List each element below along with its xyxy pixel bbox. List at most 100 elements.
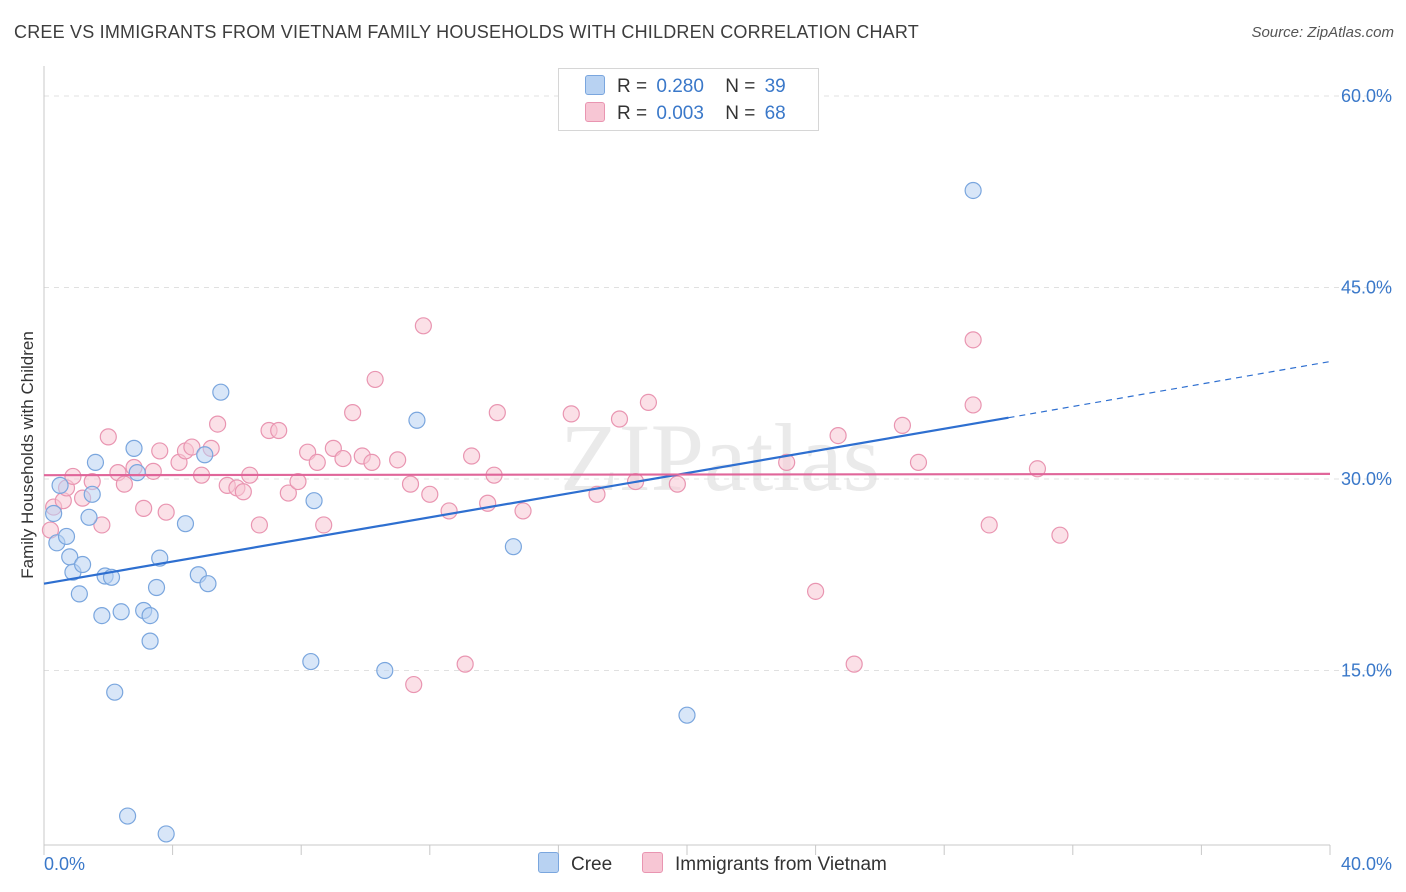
- vietnam-point: [778, 453, 796, 472]
- vietnam-point: [668, 475, 686, 493]
- x-tick-label: 40.0%: [1341, 854, 1392, 874]
- bottom-legend-cree: Cree: [538, 852, 612, 876]
- cree-point: [57, 527, 76, 546]
- legend-row-vietnam: R = 0.003 N = 68: [585, 102, 786, 125]
- vietnam-point: [64, 467, 82, 486]
- vietnam-point: [909, 453, 928, 472]
- trend-lines: [43, 360, 1331, 585]
- vietnam-point: [562, 405, 580, 423]
- vietnam-point: [610, 410, 629, 428]
- vietnam-point: [315, 516, 333, 534]
- cree-trend-extension: [1008, 360, 1331, 419]
- vietnam-point: [389, 451, 407, 469]
- vietnam-point: [893, 416, 912, 434]
- vietnam-point: [456, 655, 474, 673]
- legend-label-vietnam: Immigrants from Vietnam: [675, 854, 887, 875]
- y-tick-label: 45.0%: [1341, 278, 1392, 298]
- vietnam-point: [414, 317, 432, 335]
- cree-point: [376, 661, 394, 680]
- cree-point: [305, 492, 323, 510]
- vietnam-point: [115, 475, 133, 493]
- cree-point: [678, 706, 696, 724]
- vietnam-point: [366, 370, 384, 389]
- y-tick-label: 30.0%: [1341, 469, 1392, 489]
- cree-swatch: [585, 75, 605, 95]
- n-label: N =: [725, 76, 756, 97]
- cree-point: [157, 825, 175, 843]
- vietnam-point: [462, 447, 481, 465]
- cree-point: [176, 515, 195, 533]
- cree-point: [73, 555, 92, 574]
- vietnam-point: [363, 453, 381, 472]
- points: [41, 181, 1069, 843]
- vietnam-point: [401, 475, 420, 493]
- cree-point: [128, 464, 146, 482]
- vietnam-point: [93, 516, 111, 534]
- r-value-vietnam: 0.003: [656, 103, 704, 124]
- vietnam-point: [405, 675, 423, 694]
- y-axis-label: Family Households with Children: [18, 331, 37, 579]
- cree-point: [86, 453, 105, 472]
- cree-point: [504, 538, 522, 556]
- cree-point: [141, 632, 159, 650]
- n-value-cree: 39: [764, 76, 786, 97]
- watermark: ZIPatlas: [560, 404, 880, 511]
- source-label: Source: ZipAtlas.com: [1251, 24, 1394, 41]
- vietnam-point: [270, 421, 288, 440]
- cree-point: [45, 504, 63, 523]
- cree-point: [147, 578, 166, 597]
- cree-point: [141, 607, 159, 625]
- r-value-cree: 0.280: [656, 76, 704, 97]
- vietnam-point: [250, 516, 269, 534]
- vietnam-point: [209, 415, 227, 433]
- vietnam-swatch: [585, 102, 605, 122]
- n-value-vietnam: 68: [764, 103, 786, 124]
- vietnam-point: [514, 502, 532, 520]
- vietnam-point: [488, 404, 506, 422]
- cree-point: [70, 585, 88, 603]
- r-label: R =: [617, 103, 648, 124]
- vietnam-point: [334, 449, 352, 468]
- cree-point: [408, 411, 426, 429]
- vietnam-point: [964, 331, 982, 349]
- cree-point: [83, 485, 101, 503]
- vietnam-point: [440, 502, 458, 520]
- vietnam-point: [421, 485, 439, 503]
- stats-legend: R = 0.280 N = 39 R = 0.003 N = 68: [558, 68, 819, 131]
- cree-point: [302, 652, 320, 671]
- vietnam-point: [289, 472, 307, 491]
- vietnam-point: [135, 499, 153, 517]
- vietnam-point: [144, 462, 162, 480]
- legend-row-cree: R = 0.280 N = 39: [585, 75, 786, 98]
- legend-label-cree: Cree: [571, 854, 613, 875]
- tick-labels: 15.0% 30.0% 45.0% 60.0% 0.0% 40.0%: [44, 86, 1392, 874]
- cree-point: [51, 476, 69, 494]
- vietnam-point: [234, 483, 252, 501]
- n-label: N =: [725, 103, 756, 124]
- cree-trend-line: [43, 416, 1009, 585]
- cree-point: [118, 807, 137, 825]
- vietnam-point: [806, 582, 825, 600]
- cree-point: [199, 575, 217, 593]
- vietnam-point: [829, 426, 847, 445]
- vietnam-point: [980, 516, 998, 534]
- cree-point: [964, 181, 982, 200]
- vietnam-swatch: [642, 852, 663, 873]
- y-tick-label: 15.0%: [1341, 661, 1392, 681]
- vietnam-point: [639, 393, 658, 411]
- vietnam-point: [151, 442, 169, 460]
- chart-title: CREE VS IMMIGRANTS FROM VIETNAM FAMILY H…: [14, 22, 919, 42]
- vietnam-point: [964, 396, 982, 414]
- grid-lines: [44, 95, 1392, 671]
- vietnam-trend-line: [43, 472, 1331, 477]
- cree-point: [80, 508, 98, 526]
- x-tick-label: 0.0%: [44, 854, 85, 874]
- cree-point: [196, 446, 214, 464]
- vietnam-point: [1051, 526, 1069, 544]
- vietnam-point: [1028, 460, 1047, 478]
- bottom-legend-vietnam: Immigrants from Vietnam: [642, 852, 887, 876]
- y-tick-label: 60.0%: [1341, 86, 1392, 106]
- vietnam-point: [308, 453, 326, 472]
- axes: [43, 66, 1331, 855]
- vietnam-point: [279, 484, 297, 502]
